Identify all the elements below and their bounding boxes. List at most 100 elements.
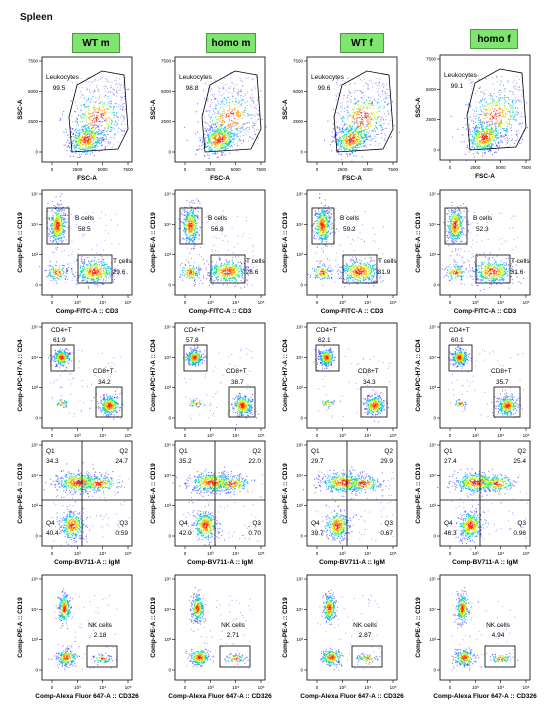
plot-frame [174, 189, 266, 296]
quadrant-percent: 27.4 [444, 458, 457, 465]
y-tick-label: 10³ [429, 385, 436, 390]
x-axis-label: Comp-BV711-A :: IgM [452, 559, 518, 566]
x-tick-label: 10³ [339, 685, 346, 690]
x-tick-label: 0 [51, 300, 54, 305]
x-tick-label: 0 [449, 300, 452, 305]
sample-label-homo-m: homo m [206, 33, 256, 53]
x-tick-label: 10³ [472, 551, 479, 556]
x-tick-label: 10⁴ [99, 300, 106, 305]
quadrant-name: Q1 [311, 448, 320, 455]
quadrant-name: Q4 [179, 520, 188, 527]
gate-percent: 38.7 [231, 379, 244, 386]
gate-nk [86, 645, 118, 668]
x-tick-label: 0 [316, 300, 319, 305]
y-tick-label: 10⁵ [164, 443, 171, 448]
y-tick-label: 10³ [31, 637, 38, 642]
quadrant-percent: 0.67 [380, 530, 393, 537]
gate-name: B cells [208, 215, 228, 222]
gate-name: NK cells [486, 622, 511, 629]
y-tick-label: 10⁵ [31, 443, 38, 448]
y-tick-label: 10⁴ [429, 222, 436, 227]
y-tick-label: 10³ [31, 385, 38, 390]
x-tick-label: 10⁵ [258, 433, 265, 438]
x-tick-label: 2500 [337, 167, 348, 172]
event-dots [48, 588, 118, 671]
y-axis-label: Comp-APC-H7-A :: CD4 [415, 339, 422, 412]
gate-name: T cells [511, 258, 530, 265]
y-tick-label: 10³ [429, 503, 436, 508]
event-dots [451, 587, 519, 671]
quadrant-percent: 22.0 [248, 458, 261, 465]
x-axis-label: Comp-Alexa Fluor 647-A :: CD326 [168, 693, 272, 700]
y-tick-label: 0 [433, 148, 436, 153]
y-tick-label: 5000 [426, 87, 437, 92]
x-tick-label: 5000 [231, 167, 242, 172]
y-tick-label: 0 [35, 416, 38, 421]
gate-b-cells [444, 207, 468, 245]
y-tick-label: 7500 [28, 59, 39, 64]
x-tick-label: 10³ [339, 433, 346, 438]
x-tick-label: 7500 [388, 167, 399, 172]
y-tick-label: 10³ [296, 503, 303, 508]
event-dots [172, 466, 263, 546]
gate-cd8 [493, 386, 521, 418]
x-tick-label: 10⁴ [99, 685, 106, 690]
gate-t-cells [342, 254, 378, 284]
x-tick-label: 2500 [72, 167, 83, 172]
y-tick-label: 0 [300, 534, 303, 539]
quadrant-name: Q2 [384, 448, 393, 455]
event-dots [183, 345, 260, 426]
y-tick-label: 10⁴ [296, 607, 303, 612]
y-tick-label: 10⁵ [296, 325, 303, 330]
sample-label-homo-f: homo f [470, 29, 518, 49]
y-axis-label: Comp-PE-A :: CD19 [415, 597, 422, 658]
gate-name: CD8+T [226, 368, 247, 375]
y-tick-label: 0 [168, 283, 171, 288]
quadrant-percent: 34.3 [46, 458, 59, 465]
x-axis-label: Comp-Alexa Fluor 647-A :: CD326 [300, 693, 404, 700]
x-tick-label: 10³ [339, 551, 346, 556]
sample-label-wt-m: WT m [72, 33, 120, 53]
y-tick-label: 0 [35, 534, 38, 539]
gate-polygon [68, 70, 129, 153]
y-tick-label: 5000 [161, 89, 172, 94]
x-tick-label: 0 [449, 433, 452, 438]
x-axis-label: Comp-FITC-A :: CD3 [56, 308, 119, 315]
x-tick-label: 10⁵ [125, 551, 132, 556]
x-axis-label: Comp-BV711-A :: IgM [319, 559, 385, 566]
y-axis-label: Comp-PE-A :: CD19 [17, 212, 24, 273]
y-axis-label: Comp-PE-A :: CD19 [17, 463, 24, 524]
x-tick-label: 10⁴ [364, 433, 371, 438]
y-axis-label: Comp-PE-A :: CD19 [17, 597, 24, 658]
y-tick-label: 10⁵ [296, 443, 303, 448]
x-tick-label: 0 [449, 551, 452, 556]
y-axis-label: Comp-PE-A :: CD19 [150, 212, 157, 273]
x-tick-label: 10⁵ [125, 433, 132, 438]
y-tick-label: 10⁴ [429, 355, 436, 360]
gate-name: NK cells [353, 622, 378, 629]
y-tick-label: 0 [433, 534, 436, 539]
x-tick-label: 0 [316, 685, 319, 690]
quadrant-name: Q4 [311, 520, 320, 527]
x-tick-label: 10³ [207, 300, 214, 305]
x-axis-label: FSC-A [475, 173, 495, 180]
y-tick-label: 10³ [164, 503, 171, 508]
y-tick-label: 5000 [293, 89, 304, 94]
y-tick-label: 7500 [161, 59, 172, 64]
plot-nk-0: 0 0 10³ 10³ 10⁴ 10⁴ 10⁵ 10⁵ Comp-Alexa Fluor 647… [17, 574, 139, 700]
x-tick-label: 10⁵ [390, 433, 397, 438]
plot-nk-3: 0 0 10³ 10³ 10⁴ 10⁴ 10⁵ 10⁵ Comp-Alexa Fluor 647… [415, 574, 537, 700]
gate-percent: 58.5 [78, 226, 91, 233]
plot-leukocytes-1: 0 0 2500 2500 5000 5000 7500 7500 FSC-A SSC-A Leuk… [150, 56, 267, 182]
x-tick-label: 10³ [207, 685, 214, 690]
y-axis-label: Comp-APC-H7-A :: CD4 [282, 339, 289, 412]
x-tick-label: 10³ [472, 300, 479, 305]
gate-cd4 [183, 344, 208, 372]
gate-nk [484, 645, 516, 668]
gate-b-cells [311, 207, 335, 245]
x-tick-label: 0 [51, 433, 54, 438]
x-tick-label: 0 [316, 551, 319, 556]
